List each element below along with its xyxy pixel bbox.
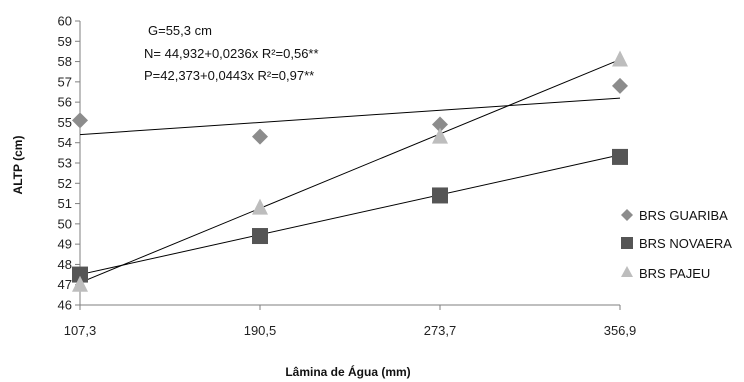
marker-diamond [72, 112, 88, 129]
legend-marker-novaera [621, 237, 633, 249]
trend-line-1 [79, 154, 621, 276]
y-tick-label: 48 [58, 257, 72, 272]
marker-square [612, 148, 628, 165]
annotation-g: G=55,3 cm [148, 23, 212, 38]
legend-label-novaera: BRS NOVAERA [639, 236, 732, 251]
y-tick-label: 60 [58, 14, 72, 29]
data-markers [72, 50, 628, 292]
x-axis-title: Lâmina de Água (mm) [285, 364, 410, 379]
trend-line-2 [79, 59, 621, 284]
marker-square [72, 266, 88, 283]
axes: 46 47 48 49 50 51 52 53 54 55 56 57 58 59 60 107,3 190,5… [58, 14, 637, 339]
annotation-n-equation: N= 44,932+0,0236x R²=0,56** [144, 46, 319, 61]
y-tick-label: 47 [58, 277, 72, 292]
x-tick-label: 190,5 [244, 323, 277, 338]
y-tick-label: 53 [58, 156, 72, 171]
marker-triangle [432, 127, 448, 144]
y-tick-label: 54 [58, 135, 72, 150]
annotation-p-equation: P=42,373+0,0443x R²=0,97** [144, 68, 314, 83]
y-tick-label: 58 [58, 54, 72, 69]
trend-line-0 [79, 97, 621, 136]
x-tick-label: 107,3 [64, 323, 97, 338]
y-tick-label: 49 [58, 237, 72, 252]
y-tick-label: 51 [58, 196, 72, 211]
y-tick-label: 57 [58, 74, 72, 89]
legend-marker-guariba [621, 209, 633, 221]
trend-lines [79, 59, 621, 284]
marker-square [432, 187, 448, 204]
x-tick-label: 356,9 [604, 323, 637, 338]
y-tick-label: 50 [58, 216, 72, 231]
marker-triangle [252, 198, 268, 215]
y-tick-label: 56 [58, 95, 72, 110]
y-tick-label: 46 [58, 298, 72, 313]
legend: BRS GUARIBA BRS NOVAERA BRS PAJEU [621, 208, 732, 281]
y-tick-label: 59 [58, 34, 72, 49]
y-tick-label: 52 [58, 176, 72, 191]
marker-diamond [612, 77, 628, 94]
marker-diamond [432, 116, 448, 133]
legend-marker-pajeu [621, 266, 633, 277]
x-tick-label: 273,7 [424, 323, 457, 338]
marker-triangle [612, 50, 628, 67]
marker-triangle [72, 275, 88, 292]
legend-label-guariba: BRS GUARIBA [639, 208, 728, 223]
marker-diamond [252, 128, 268, 145]
y-axis-title: ALTP (cm) [11, 136, 25, 195]
marker-square [252, 228, 268, 245]
y-tick-label: 55 [58, 115, 72, 130]
legend-label-pajeu: BRS PAJEU [639, 266, 710, 281]
